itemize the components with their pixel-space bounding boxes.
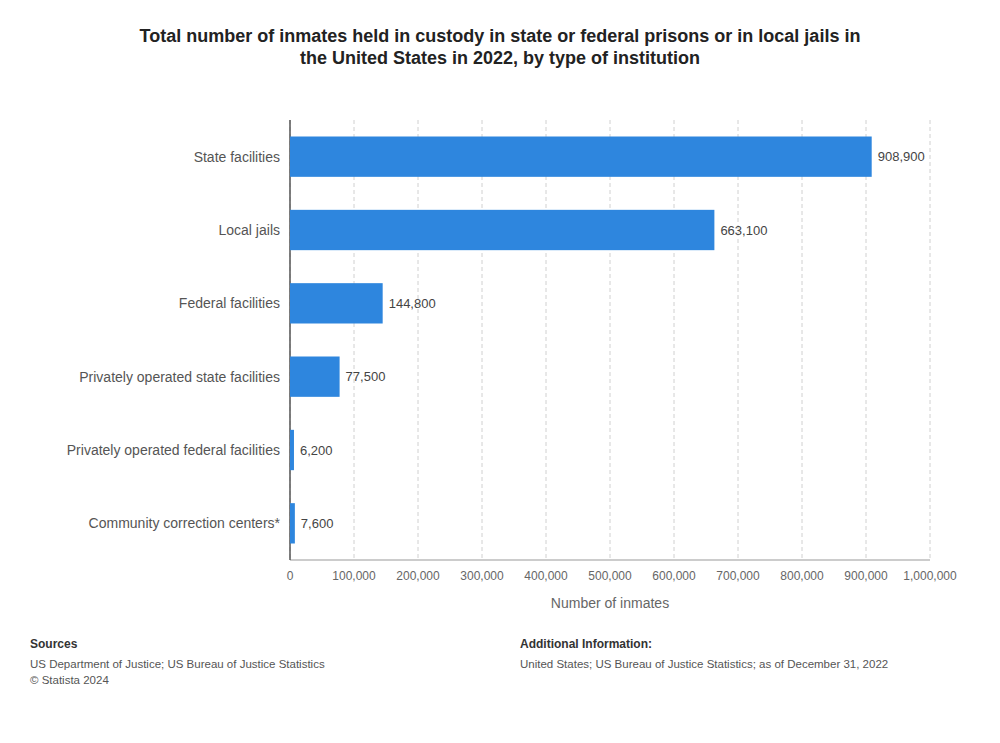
annotation-body: United States; US Bureau of Justice Stat… — [520, 658, 888, 670]
bars — [290, 137, 872, 544]
grid-line — [354, 120, 355, 560]
bar — [290, 503, 295, 543]
grid-line — [290, 120, 291, 560]
data-label: 663,100 — [720, 223, 767, 238]
tick-label: 800,000 — [780, 569, 824, 583]
grid-line — [610, 120, 611, 560]
bar — [290, 283, 383, 323]
tick-label: 500,000 — [588, 569, 632, 583]
tick-label: 900,000 — [844, 569, 888, 583]
category-label: Community correction centers* — [89, 515, 281, 531]
data-label: 6,200 — [300, 443, 333, 458]
grid-line — [674, 120, 675, 560]
grid-line — [482, 120, 483, 560]
category-label: State facilities — [194, 149, 280, 165]
bar — [290, 430, 294, 470]
category-label: Local jails — [219, 222, 280, 238]
data-label: 77,500 — [346, 369, 386, 384]
grid-line — [802, 120, 803, 560]
data-label: 7,600 — [301, 516, 334, 531]
grid — [290, 120, 930, 560]
tick-label: 1,000,000 — [903, 569, 957, 583]
grid-line — [418, 120, 419, 560]
bar — [290, 137, 872, 177]
tick-label: 200,000 — [396, 569, 440, 583]
annotation-heading: Additional Information: — [520, 637, 652, 651]
bar — [290, 210, 714, 250]
y-axis-line — [289, 120, 291, 560]
grid-line — [866, 120, 867, 560]
grid-line — [546, 120, 547, 560]
chart: Total number of inmates held in custody … — [0, 0, 1000, 743]
data-label: 908,900 — [878, 149, 925, 164]
tick-label: 700,000 — [716, 569, 760, 583]
category-label: Privately operated state facilities — [79, 369, 280, 385]
tick-label: 0 — [287, 569, 294, 583]
x-axis-label: Number of inmates — [551, 595, 669, 611]
tick-label: 600,000 — [652, 569, 696, 583]
x-axis-line — [290, 560, 930, 561]
category-label: Privately operated federal facilities — [67, 442, 280, 458]
title: Total number of inmates held in custody … — [140, 26, 861, 68]
category-label: Federal facilities — [179, 295, 280, 311]
data-label: 144,800 — [389, 296, 436, 311]
tick-label: 100,000 — [332, 569, 376, 583]
tick-label: 300,000 — [460, 569, 504, 583]
grid-line — [738, 120, 739, 560]
tick-label: 400,000 — [524, 569, 568, 583]
annotation-heading: Sources — [30, 637, 78, 651]
annotation-body: US Department of Justice; US Bureau of J… — [30, 658, 325, 686]
grid-line — [930, 120, 931, 560]
bar — [290, 357, 340, 397]
